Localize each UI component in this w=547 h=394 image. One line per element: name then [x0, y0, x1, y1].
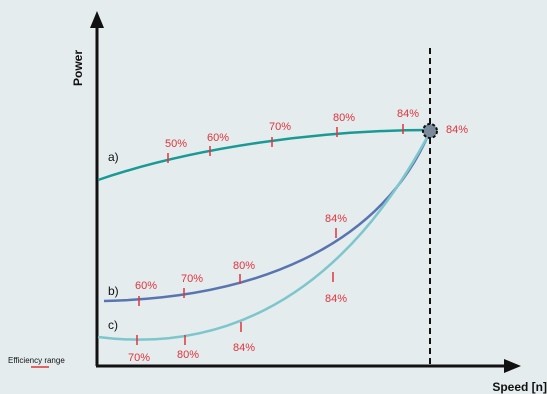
- eff-label-c-1: 70%: [128, 352, 150, 364]
- operating-point-marker: [422, 123, 438, 139]
- eff-label-c-2: 80%: [177, 349, 199, 361]
- curve-c: [97, 131, 432, 341]
- curve-c-label: c): [108, 318, 118, 332]
- y-axis-label: Power: [71, 50, 85, 86]
- eff-label-a-3: 70%: [269, 121, 291, 133]
- operating-point-label: 84%: [446, 124, 468, 136]
- eff-label-b-1: 60%: [135, 280, 157, 292]
- eff-label-a-2: 60%: [207, 132, 229, 144]
- eff-label-a-1: 50%: [165, 138, 187, 150]
- eff-label-a-5: 84%: [397, 108, 419, 120]
- y-axis-arrow-icon: [90, 11, 104, 28]
- curve-a: [97, 128, 431, 182]
- efficiency-ticks: [136, 124, 404, 345]
- legend-efficiency-range: Efficiency range: [8, 356, 65, 365]
- eff-label-b-4: 84%: [325, 213, 347, 225]
- eff-label-b-2: 70%: [181, 273, 203, 285]
- eff-label-a-4: 80%: [333, 112, 355, 124]
- curve-a-label: a): [108, 150, 119, 164]
- eff-label-c-3: 84%: [233, 342, 255, 354]
- eff-label-c-4: 84%: [325, 293, 347, 305]
- x-axis-label: Speed [n]: [492, 380, 547, 394]
- eff-label-b-3: 80%: [233, 260, 255, 272]
- x-axis-arrow-icon: [504, 359, 521, 373]
- curve-b-label: b): [108, 284, 119, 298]
